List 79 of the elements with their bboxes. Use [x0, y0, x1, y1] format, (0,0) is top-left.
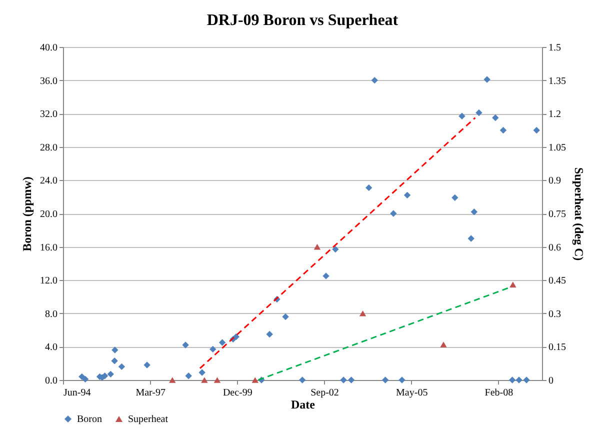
point [440, 342, 447, 348]
point [398, 376, 406, 384]
point [468, 235, 474, 242]
x-tick-label: May-05 [396, 388, 428, 398]
point [210, 346, 216, 353]
point [476, 109, 482, 116]
point [201, 377, 208, 383]
point [348, 376, 355, 384]
x-axis-title: Date [291, 398, 316, 412]
y2-tick-label: 0.3 [548, 308, 561, 320]
y2-tick-label: 1.2 [548, 109, 561, 120]
point [452, 194, 458, 202]
y2-tick-label: 0.15 [548, 342, 566, 354]
point [118, 363, 126, 370]
y2-tick-label: 1.5 [548, 42, 561, 54]
y-tick-label: 12.0 [40, 276, 58, 287]
y-tick-label: 20.0 [40, 209, 58, 220]
point [112, 346, 118, 354]
point [182, 342, 189, 348]
point [198, 369, 206, 376]
point [218, 339, 226, 346]
y2-tick-label: 1.35 [548, 76, 566, 87]
point [500, 126, 507, 134]
point [332, 246, 339, 253]
legend-label: Superheat [128, 414, 168, 425]
legend-label: Boron [77, 414, 102, 425]
y-tick-label: 28.0 [40, 142, 58, 154]
point [82, 376, 89, 383]
y2-tick-label: 0.6 [548, 242, 561, 254]
y-tick-label: 16.0 [40, 242, 58, 254]
point [282, 313, 289, 320]
point [390, 210, 397, 217]
point [111, 358, 118, 364]
point [458, 112, 466, 120]
chart-title: DRJ-09 Boron vs Superheat [206, 12, 399, 29]
point [359, 310, 366, 316]
point [144, 362, 150, 368]
y-tick-label: 4.0 [45, 342, 58, 354]
y-tick-label: 8.0 [45, 308, 58, 320]
x-tick-label: Feb-08 [484, 388, 514, 398]
y-tick-label: 24.0 [40, 176, 58, 187]
point [510, 282, 516, 288]
y2-tick-label: 1.05 [548, 142, 566, 154]
point [340, 376, 347, 384]
point [516, 376, 522, 384]
point [366, 184, 372, 192]
x-tick-label: Sep-02 [310, 388, 339, 398]
x-tick-label: Mar-97 [136, 388, 166, 398]
point [169, 377, 176, 383]
point [523, 376, 530, 384]
point [508, 376, 516, 384]
y-tick-label: 36.0 [40, 76, 58, 87]
y-tick-label: 40.0 [40, 42, 58, 54]
y2-tick-label: 0.75 [548, 209, 566, 220]
point [371, 76, 378, 84]
point [382, 376, 389, 384]
y2-axis-title: Superheat (deg C) [572, 167, 586, 261]
x-tick-label: Jun-94 [64, 388, 91, 398]
y-tick-label: 0.0 [45, 376, 58, 386]
y-axis-title: Boron (ppmw) [20, 176, 34, 252]
point [214, 377, 221, 383]
point [298, 376, 306, 384]
point [232, 333, 240, 340]
x-tick-label: Dec-99 [222, 388, 252, 398]
point [252, 377, 258, 383]
point [470, 208, 478, 216]
point [107, 370, 114, 378]
point [533, 126, 540, 134]
y2-tick-label: 0.45 [548, 276, 566, 287]
y-tick-label: 32.0 [40, 109, 58, 120]
point [185, 372, 192, 380]
point [266, 330, 273, 338]
y2-tick-label: 0 [548, 376, 554, 386]
point [322, 272, 330, 280]
point [484, 76, 490, 83]
point [314, 244, 321, 250]
y2-tick-label: 0.9 [548, 176, 561, 187]
point [404, 192, 411, 199]
point [492, 114, 499, 122]
